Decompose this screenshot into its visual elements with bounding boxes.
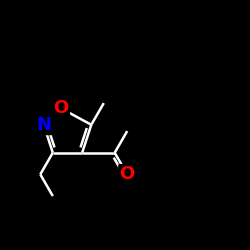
Text: N: N: [36, 116, 51, 134]
Text: O: O: [120, 166, 135, 184]
Text: O: O: [54, 99, 69, 117]
